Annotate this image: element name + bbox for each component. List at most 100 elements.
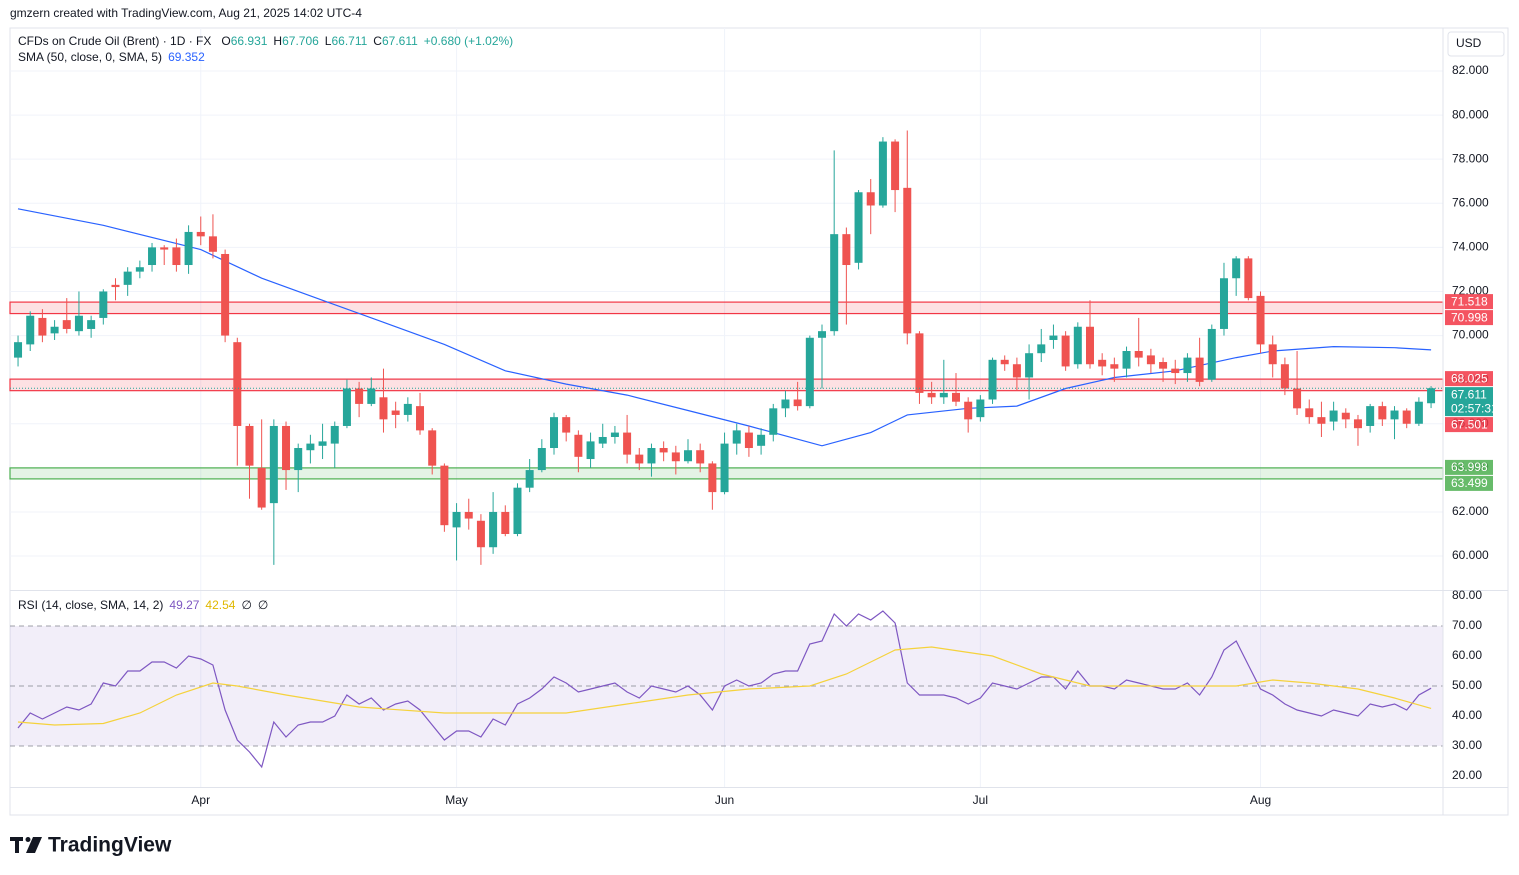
candle-body bbox=[537, 448, 546, 471]
countdown: 02:57:31 bbox=[1451, 401, 1498, 415]
rsi-tick-label: 40.00 bbox=[1452, 708, 1482, 722]
rsi-tick-label: 50.00 bbox=[1452, 678, 1482, 692]
candle-body bbox=[562, 417, 571, 433]
ohlc-key: H bbox=[273, 34, 282, 48]
candle-body bbox=[160, 247, 169, 250]
candle-body bbox=[1025, 353, 1034, 378]
candle-body bbox=[416, 406, 425, 431]
candle-body bbox=[1000, 359, 1009, 365]
candle-body bbox=[1012, 364, 1021, 378]
candle-body bbox=[99, 291, 108, 318]
candle-body bbox=[671, 452, 680, 462]
candle-body bbox=[854, 192, 863, 263]
rsi-flag: ∅ bbox=[241, 598, 251, 612]
rsi-tick-label: 20.00 bbox=[1452, 768, 1482, 782]
candle-body bbox=[428, 430, 437, 466]
candle-body bbox=[501, 511, 510, 534]
currency[interactable]: USD bbox=[1456, 36, 1482, 50]
y-tick-label: 62.000 bbox=[1452, 504, 1489, 518]
plot-layer bbox=[9, 28, 1444, 787]
candle-body bbox=[805, 337, 814, 407]
candle-body bbox=[513, 487, 522, 534]
logo bbox=[10, 837, 42, 853]
candle-body bbox=[294, 448, 303, 471]
candle-body bbox=[330, 425, 339, 444]
y-tick-label: 80.000 bbox=[1452, 107, 1489, 121]
rsi-sma-line bbox=[17, 646, 1432, 726]
candle-body bbox=[830, 234, 839, 332]
price-label: 68.025 bbox=[1451, 371, 1488, 385]
x-tick-label: Apr bbox=[191, 793, 210, 807]
candle-body bbox=[891, 141, 900, 191]
candle-body bbox=[1305, 408, 1314, 418]
candle-body bbox=[1232, 258, 1241, 279]
candle-body bbox=[586, 441, 595, 460]
rsi-tick-label: 70.00 bbox=[1452, 618, 1482, 632]
candle-body bbox=[878, 141, 887, 206]
candle-body bbox=[355, 388, 364, 404]
rsi-flag: ∅ bbox=[258, 598, 268, 612]
price-label: 67.501 bbox=[1451, 417, 1488, 431]
candle-body bbox=[1159, 362, 1168, 369]
candle-body bbox=[282, 425, 291, 471]
candle-body bbox=[50, 326, 59, 334]
candle-body bbox=[964, 401, 973, 420]
candle-body bbox=[452, 511, 461, 528]
currency-button[interactable] bbox=[1447, 31, 1505, 57]
candle-body bbox=[62, 320, 71, 329]
candle-body bbox=[927, 392, 936, 398]
candle-body bbox=[269, 425, 278, 504]
candle-body bbox=[769, 408, 778, 435]
price-label-bg bbox=[1445, 459, 1493, 475]
candle-body bbox=[1085, 326, 1094, 365]
candle-body bbox=[1280, 364, 1289, 389]
price-label: 63.499 bbox=[1451, 476, 1488, 490]
candle-body bbox=[647, 448, 656, 464]
x-tick-label: Jul bbox=[973, 793, 988, 807]
candle-body bbox=[1134, 351, 1143, 358]
logo-slant bbox=[26, 837, 42, 853]
candle-body bbox=[476, 520, 485, 548]
candle-body bbox=[184, 231, 193, 266]
candle-body bbox=[1414, 401, 1423, 424]
candle-body bbox=[1195, 357, 1204, 382]
ohlc-key: O bbox=[221, 34, 230, 48]
sma-value: 69.352 bbox=[168, 50, 205, 64]
candle-body bbox=[172, 247, 181, 266]
rsi-legend: RSI (14, close, SMA, 14, 2) 49.27 42.54 ∅ ∅ bbox=[18, 598, 268, 612]
candle-body bbox=[1073, 326, 1082, 365]
candle-body bbox=[1183, 357, 1192, 374]
candle-body bbox=[550, 417, 559, 449]
price-label-bg bbox=[1445, 387, 1493, 417]
candle-body bbox=[306, 443, 315, 451]
rsi-label: RSI (14, close, SMA, 14, 2) bbox=[18, 598, 163, 612]
ohlc-value: 67.706 bbox=[282, 34, 319, 48]
candle-body bbox=[915, 333, 924, 393]
candle-body bbox=[696, 450, 705, 464]
candle-body bbox=[1049, 335, 1058, 340]
candle-body bbox=[781, 399, 790, 409]
header: gmzern created with TradingView.com, Aug… bbox=[10, 6, 362, 20]
candle-body bbox=[440, 465, 449, 526]
ohlc-key: C bbox=[373, 34, 382, 48]
sma-legend: SMA (50, close, 0, SMA, 5) 69.352 bbox=[18, 50, 205, 64]
price-label: 70.998 bbox=[1451, 310, 1488, 324]
candle-body bbox=[208, 236, 217, 252]
candle-body bbox=[1061, 335, 1070, 367]
candle-body bbox=[951, 392, 960, 402]
candle-body bbox=[732, 430, 741, 444]
y-tick-label: 76.000 bbox=[1452, 195, 1489, 209]
candle-body bbox=[1207, 328, 1216, 380]
rsi-line bbox=[17, 610, 1432, 769]
legend: CFDs on Crude Oil (Brent) · 1D · FX O66.9… bbox=[18, 34, 513, 48]
candle-body bbox=[708, 463, 717, 493]
candle-body bbox=[464, 511, 473, 519]
candle-body bbox=[1146, 355, 1155, 365]
price-label-bg bbox=[1445, 310, 1493, 326]
sma-label: SMA (50, close, 0, SMA, 5) bbox=[18, 50, 162, 64]
candle-body bbox=[1329, 410, 1338, 422]
ohlc-key: L bbox=[325, 34, 332, 48]
rsi-tick-label: 80.00 bbox=[1452, 588, 1482, 602]
candle-body bbox=[379, 397, 388, 420]
